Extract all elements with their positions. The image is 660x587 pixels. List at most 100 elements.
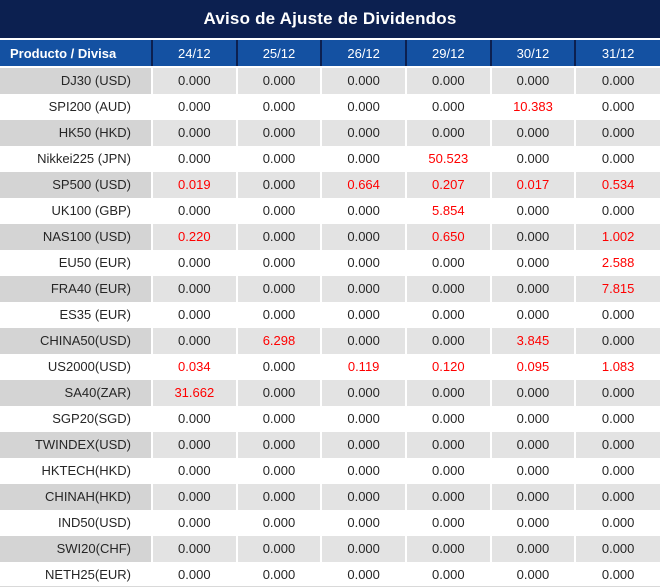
value-cell: 0.000 [151, 536, 237, 562]
value-cell: 0.000 [235, 302, 322, 328]
value-cell: 0.000 [574, 328, 660, 354]
value-cell: 0.000 [489, 562, 576, 586]
value-cell: 0.000 [404, 536, 491, 562]
product-label: NAS100 (USD) [0, 224, 153, 250]
value-cell: 0.000 [320, 276, 406, 302]
value-cell: 0.000 [404, 406, 491, 432]
value-cell: 0.000 [489, 302, 576, 328]
value-cell: 0.000 [320, 458, 406, 484]
value-cell: 0.000 [320, 120, 406, 146]
product-label: CHINA50(USD) [0, 328, 153, 354]
value-cell: 0.000 [320, 510, 406, 536]
value-cell: 0.000 [404, 250, 491, 276]
value-cell: 0.000 [151, 328, 237, 354]
value-cell: 0.000 [489, 536, 576, 562]
table-row: TWINDEX(USD) 0.000 0.000 0.000 0.000 0.000 0.0… [0, 432, 660, 458]
value-cell: 0.120 [404, 354, 491, 380]
value-cell: 0.000 [320, 198, 406, 224]
value-cell: 0.034 [151, 354, 237, 380]
product-label: CHINAH(HKD) [0, 484, 153, 510]
value-cell: 0.000 [320, 380, 406, 406]
value-cell: 0.000 [235, 354, 322, 380]
table-body: DJ30 (USD) 0.000 0.000 0.000 0.000 0.000 0.000… [0, 67, 660, 586]
value-cell: 0.000 [574, 302, 660, 328]
value-cell: 0.000 [235, 406, 322, 432]
table-row: HKTECH(HKD) 0.000 0.000 0.000 0.000 0.000 0.00… [0, 458, 660, 484]
value-cell: 0.000 [489, 406, 576, 432]
value-cell: 5.854 [404, 198, 491, 224]
table-row: DJ30 (USD) 0.000 0.000 0.000 0.000 0.000 0.000 [0, 67, 660, 94]
product-label: DJ30 (USD) [0, 67, 153, 94]
product-label: SWI20(CHF) [0, 536, 153, 562]
value-cell: 0.000 [235, 67, 322, 94]
value-cell: 2.588 [574, 250, 660, 276]
value-cell: 0.000 [489, 67, 576, 94]
value-cell: 0.000 [489, 224, 576, 250]
value-cell: 0.000 [235, 536, 322, 562]
value-cell: 0.534 [574, 172, 660, 198]
value-cell: 1.083 [574, 354, 660, 380]
value-cell: 0.650 [404, 224, 491, 250]
value-cell: 0.000 [320, 406, 406, 432]
table-row: HK50 (HKD) 0.000 0.000 0.000 0.000 0.000 0.000 [0, 120, 660, 146]
value-cell: 0.000 [574, 146, 660, 172]
value-cell: 0.000 [151, 198, 237, 224]
value-cell: 0.000 [235, 120, 322, 146]
value-cell: 0.000 [404, 276, 491, 302]
value-cell: 0.000 [489, 432, 576, 458]
value-cell: 0.000 [574, 67, 660, 94]
product-label: HK50 (HKD) [0, 120, 153, 146]
value-cell: 0.000 [235, 198, 322, 224]
value-cell: 0.000 [489, 458, 576, 484]
value-cell: 0.000 [320, 536, 406, 562]
value-cell: 0.095 [489, 354, 576, 380]
value-cell: 3.845 [489, 328, 576, 354]
value-cell: 0.000 [235, 432, 322, 458]
table-row: SGP20(SGD) 0.000 0.000 0.000 0.000 0.000 0.000 [0, 406, 660, 432]
date-header-cell: 25/12 [235, 40, 322, 68]
product-label: Nikkei225 (JPN) [0, 146, 153, 172]
value-cell: 0.000 [235, 484, 322, 510]
value-cell: 0.000 [489, 276, 576, 302]
product-label: ES35 (EUR) [0, 302, 153, 328]
table-row: FRA40 (EUR) 0.000 0.000 0.000 0.000 0.000 7.81… [0, 276, 660, 302]
value-cell: 0.000 [574, 406, 660, 432]
value-cell: 0.000 [235, 250, 322, 276]
title-bar: Aviso de Ajuste de Dividendos [0, 0, 660, 40]
value-cell: 0.000 [489, 484, 576, 510]
value-cell: 0.000 [489, 198, 576, 224]
value-cell: 0.000 [404, 484, 491, 510]
product-label: HKTECH(HKD) [0, 458, 153, 484]
value-cell: 0.000 [320, 67, 406, 94]
table-row: SA40(ZAR) 31.662 0.000 0.000 0.000 0.000 0.000 [0, 380, 660, 406]
value-cell: 0.000 [404, 120, 491, 146]
value-cell: 0.000 [574, 94, 660, 120]
table-row: US2000(USD) 0.034 0.000 0.119 0.120 0.095 1.08… [0, 354, 660, 380]
value-cell: 0.017 [489, 172, 576, 198]
value-cell: 0.000 [151, 406, 237, 432]
product-label: EU50 (EUR) [0, 250, 153, 276]
value-cell: 0.000 [320, 146, 406, 172]
table-row: Nikkei225 (JPN) 0.000 0.000 0.000 50.523 0.00… [0, 146, 660, 172]
table-row: SPI200 (AUD) 0.000 0.000 0.000 0.000 10.383 0.… [0, 94, 660, 120]
value-cell: 0.000 [574, 432, 660, 458]
value-cell: 0.000 [489, 250, 576, 276]
value-cell: 1.002 [574, 224, 660, 250]
table-row: SP500 (USD) 0.019 0.000 0.664 0.207 0.017 0.53… [0, 172, 660, 198]
table-row: CHINAH(HKD) 0.000 0.000 0.000 0.000 0.000 0.00… [0, 484, 660, 510]
value-cell: 0.000 [151, 458, 237, 484]
product-label: SP500 (USD) [0, 172, 153, 198]
value-cell: 0.000 [574, 198, 660, 224]
value-cell: 50.523 [404, 146, 491, 172]
value-cell: 0.000 [404, 562, 491, 586]
value-cell: 0.000 [235, 224, 322, 250]
value-cell: 0.000 [151, 510, 237, 536]
value-cell: 0.000 [574, 484, 660, 510]
product-label: SPI200 (AUD) [0, 94, 153, 120]
value-cell: 0.000 [235, 172, 322, 198]
value-cell: 0.000 [489, 380, 576, 406]
value-cell: 0.000 [151, 67, 237, 94]
date-header-cell: 31/12 [574, 40, 660, 68]
value-cell: 0.000 [151, 276, 237, 302]
